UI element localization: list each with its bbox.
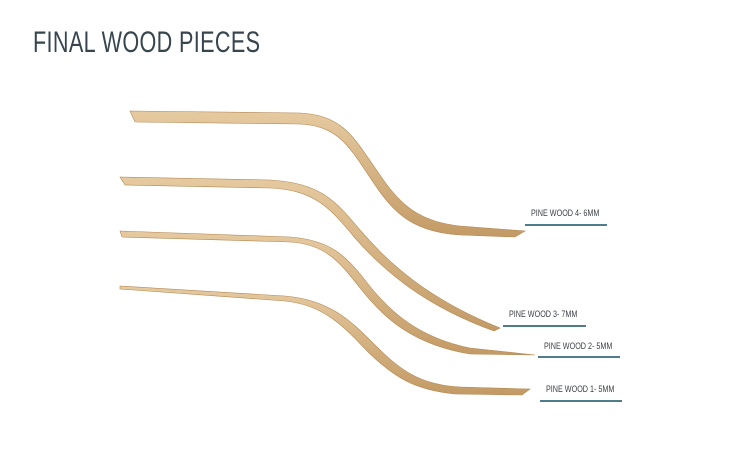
wood-piece-3 <box>119 176 501 332</box>
piece-2-underline <box>538 356 620 358</box>
piece-4-underline <box>525 224 607 226</box>
piece-2-label: PINE WOOD 2- 5MM <box>544 341 613 351</box>
piece-4-label: PINE WOOD 4- 6MM <box>531 208 600 218</box>
piece-1-underline <box>540 400 622 402</box>
piece-1-label: PINE WOOD 1- 5MM <box>546 384 615 394</box>
wood-piece-4 <box>129 110 526 238</box>
page-title: FINAL WOOD PIECES <box>33 26 261 59</box>
piece-3-underline <box>503 325 586 327</box>
wood-piece-2 <box>119 230 536 356</box>
wood-piece-1 <box>119 285 531 396</box>
piece-3-label: PINE WOOD 3- 7MM <box>509 309 578 319</box>
